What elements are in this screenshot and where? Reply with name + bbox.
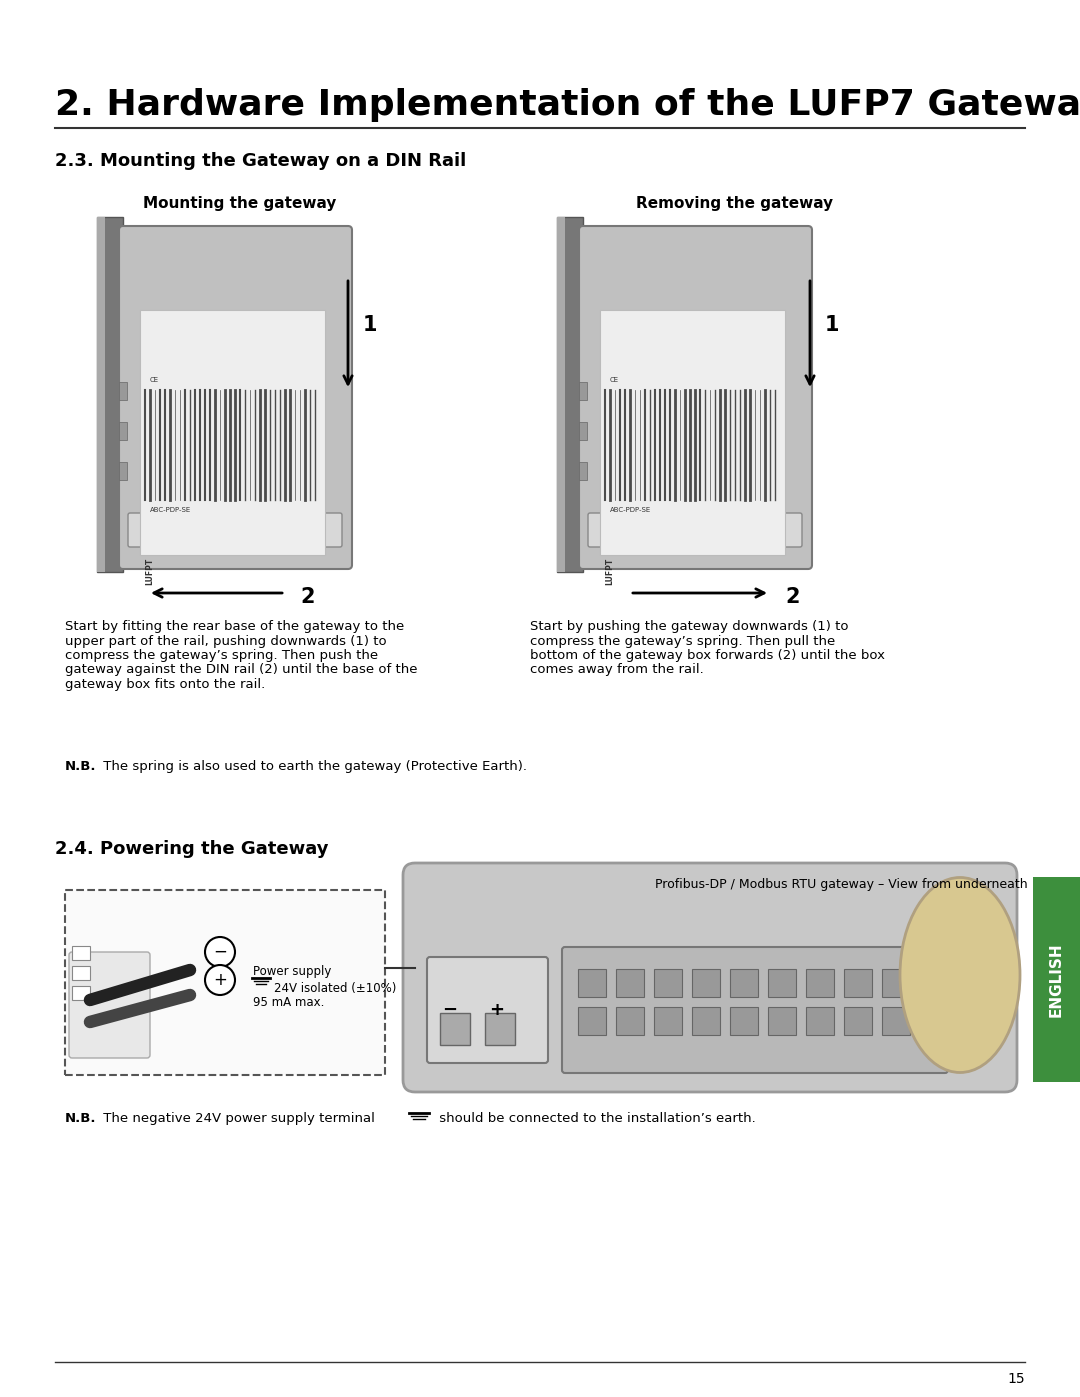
Bar xyxy=(557,217,565,571)
Bar xyxy=(843,970,872,997)
Bar xyxy=(72,965,90,981)
Bar xyxy=(654,970,681,997)
Bar xyxy=(140,310,325,555)
Text: Start by fitting the rear base of the gateway to the: Start by fitting the rear base of the ga… xyxy=(65,620,404,633)
Bar xyxy=(1032,877,1080,1083)
Text: 2: 2 xyxy=(300,587,314,608)
Bar xyxy=(730,970,758,997)
Bar xyxy=(579,462,588,481)
Bar xyxy=(579,422,588,440)
Text: 2.3. Mounting the Gateway on a DIN Rail: 2.3. Mounting the Gateway on a DIN Rail xyxy=(55,152,467,170)
Text: Profibus-DP / Modbus RTU gateway – View from underneath: Profibus-DP / Modbus RTU gateway – View … xyxy=(656,877,1028,891)
Text: 15: 15 xyxy=(1008,1372,1025,1386)
Bar xyxy=(768,1007,796,1035)
Text: LUFPT: LUFPT xyxy=(145,557,154,585)
Bar xyxy=(97,217,105,571)
Bar xyxy=(65,890,384,1076)
Bar xyxy=(843,1007,872,1035)
FancyBboxPatch shape xyxy=(119,226,352,569)
Text: −: − xyxy=(213,943,227,961)
Bar xyxy=(72,946,90,960)
Text: gateway box fits onto the rail.: gateway box fits onto the rail. xyxy=(65,678,266,692)
Text: CE: CE xyxy=(150,377,159,383)
Text: ABC-PDP-SE: ABC-PDP-SE xyxy=(150,507,191,513)
FancyBboxPatch shape xyxy=(427,957,548,1063)
FancyBboxPatch shape xyxy=(69,951,150,1058)
Text: The spring is also used to earth the gateway (Protective Earth).: The spring is also used to earth the gat… xyxy=(99,760,527,773)
Text: 2. Hardware Implementation of the LUFP7 Gateway: 2. Hardware Implementation of the LUFP7 … xyxy=(55,88,1080,122)
Bar xyxy=(882,970,910,997)
Text: compress the gateway’s spring. Then pull the: compress the gateway’s spring. Then pull… xyxy=(530,634,835,647)
Text: should be connected to the installation’s earth.: should be connected to the installation’… xyxy=(435,1112,756,1125)
Text: Mounting the gateway: Mounting the gateway xyxy=(144,196,337,211)
FancyBboxPatch shape xyxy=(562,947,948,1073)
Bar xyxy=(578,970,606,997)
Circle shape xyxy=(205,965,235,995)
Bar xyxy=(485,1013,515,1045)
Text: The negative 24V power supply terminal: The negative 24V power supply terminal xyxy=(99,1112,375,1125)
Text: LUFPT: LUFPT xyxy=(605,557,615,585)
Bar xyxy=(806,1007,834,1035)
FancyBboxPatch shape xyxy=(403,863,1017,1092)
Text: 95 mA max.: 95 mA max. xyxy=(253,996,324,1009)
Bar xyxy=(119,381,127,400)
Bar xyxy=(579,381,588,400)
Bar xyxy=(654,1007,681,1035)
Bar xyxy=(72,986,90,1000)
Text: N.B.: N.B. xyxy=(65,1112,96,1125)
Bar xyxy=(730,1007,758,1035)
FancyBboxPatch shape xyxy=(129,513,342,548)
Text: CE: CE xyxy=(610,377,619,383)
Circle shape xyxy=(205,937,235,967)
Bar xyxy=(97,217,123,571)
Bar xyxy=(600,310,785,555)
Text: 1: 1 xyxy=(363,314,378,335)
Text: upper part of the rail, pushing downwards (1) to: upper part of the rail, pushing downward… xyxy=(65,634,387,647)
FancyBboxPatch shape xyxy=(579,226,812,569)
Text: compress the gateway’s spring. Then push the: compress the gateway’s spring. Then push… xyxy=(65,650,378,662)
Text: −: − xyxy=(443,1002,458,1018)
Ellipse shape xyxy=(900,877,1020,1073)
Bar xyxy=(119,462,127,481)
Text: Power supply: Power supply xyxy=(253,965,332,978)
Text: Removing the gateway: Removing the gateway xyxy=(636,196,834,211)
FancyBboxPatch shape xyxy=(588,513,802,548)
Bar xyxy=(557,217,583,571)
Text: N.B.: N.B. xyxy=(65,760,96,773)
Text: 1: 1 xyxy=(825,314,839,335)
Text: gateway against the DIN rail (2) until the base of the: gateway against the DIN rail (2) until t… xyxy=(65,664,418,676)
Text: +: + xyxy=(213,971,227,989)
Bar xyxy=(440,1013,470,1045)
Bar xyxy=(616,970,644,997)
Text: comes away from the rail.: comes away from the rail. xyxy=(530,664,704,676)
Bar xyxy=(119,422,127,440)
Text: ENGLISH: ENGLISH xyxy=(1049,943,1064,1017)
Text: 24V isolated (±10%): 24V isolated (±10%) xyxy=(274,982,396,995)
Bar xyxy=(882,1007,910,1035)
Text: +: + xyxy=(489,1002,504,1018)
Bar xyxy=(578,1007,606,1035)
Bar xyxy=(692,970,720,997)
Bar xyxy=(806,970,834,997)
Text: ABC-PDP-SE: ABC-PDP-SE xyxy=(610,507,651,513)
Bar xyxy=(692,1007,720,1035)
Text: 2.4. Powering the Gateway: 2.4. Powering the Gateway xyxy=(55,840,328,858)
Text: Start by pushing the gateway downwards (1) to: Start by pushing the gateway downwards (… xyxy=(530,620,849,633)
Bar xyxy=(768,970,796,997)
Text: 2: 2 xyxy=(785,587,799,608)
Text: bottom of the gateway box forwards (2) until the box: bottom of the gateway box forwards (2) u… xyxy=(530,650,885,662)
Bar xyxy=(616,1007,644,1035)
